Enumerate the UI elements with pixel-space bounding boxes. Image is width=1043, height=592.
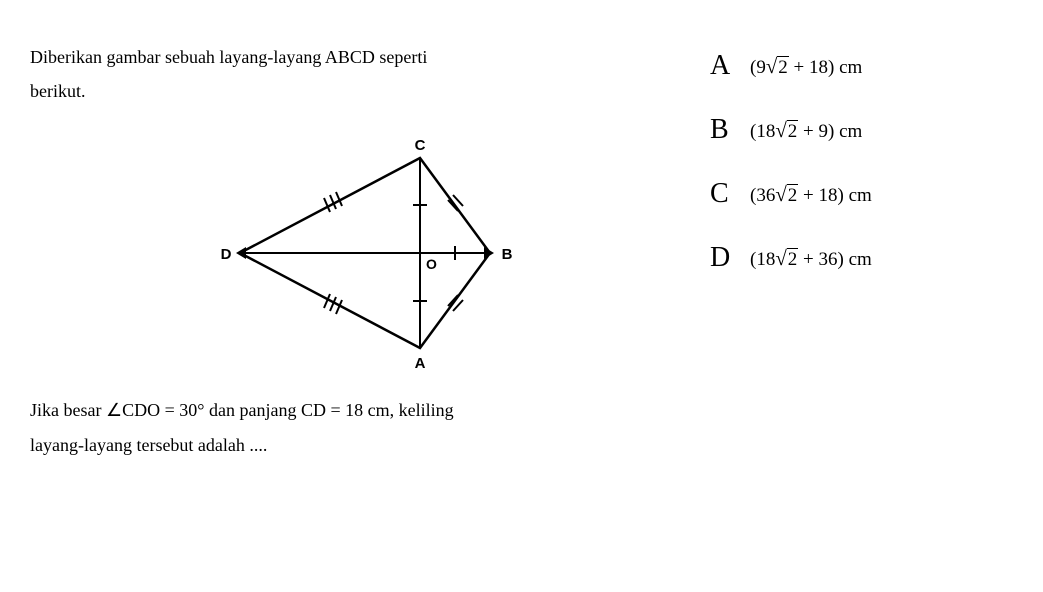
label-c: C [415,137,426,154]
option-c-unit: cm [849,185,872,206]
option-value-c: (36√2 + 18) cm [750,182,872,207]
option-d-coeff: 18 [756,249,775,270]
option-c[interactable]: C (36√2 + 18) cm [710,178,1010,210]
vertex-b-arrow [484,247,494,259]
option-d[interactable]: D (18√2 + 36) cm [710,242,1010,274]
question-line1: Diberikan gambar sebuah layang-layang AB… [30,47,427,67]
option-c-radicand: 2 [787,184,799,206]
option-letter-d: D [710,242,750,274]
kite-diagram: C A D B O [200,123,540,383]
option-letter-c: C [710,178,750,210]
option-d-addend: 36 [819,249,838,270]
footer-pre: Jika besar [30,400,106,420]
option-a-unit: cm [839,57,862,78]
tick-da [324,294,342,314]
option-letter-a: A [710,50,750,82]
options-column: A (9√2 + 18) cm B (18√2 + 9) cm C (36√2 … [710,40,1010,552]
option-c-addend: 18 [819,185,838,206]
option-c-coeff: 36 [756,185,775,206]
question-column: Diberikan gambar sebuah layang-layang AB… [30,40,710,552]
footer-angle: ∠CDO = 30° [106,400,205,420]
option-a[interactable]: A (9√2 + 18) cm [710,50,1010,82]
option-b-addend: 9 [819,121,829,142]
label-d: D [221,246,232,263]
option-value-a: (9√2 + 18) cm [750,54,862,79]
tick-dc [324,192,342,212]
option-b-radicand: 2 [787,120,799,142]
option-a-addend: 18 [809,57,828,78]
label-b: B [502,246,513,263]
option-a-radicand: 2 [777,56,789,78]
question-text: Diberikan gambar sebuah layang-layang AB… [30,40,710,108]
option-d-unit: cm [849,249,872,270]
footer-end: layang-layang tersebut adalah .... [30,435,267,455]
option-value-d: (18√2 + 36) cm [750,246,872,271]
footer-mid: dan panjang CD = 18 cm, keliling [204,400,453,420]
option-b[interactable]: B (18√2 + 9) cm [710,114,1010,146]
question-footer: Jika besar ∠CDO = 30° dan panjang CD = 1… [30,393,710,461]
option-letter-b: B [710,114,750,146]
option-b-unit: cm [839,121,862,142]
option-a-coeff: 9 [756,57,766,78]
option-value-b: (18√2 + 9) cm [750,118,862,143]
label-a: A [415,355,426,372]
label-o: O [426,256,437,272]
vertex-d-arrow [236,247,246,259]
main-container: Diberikan gambar sebuah layang-layang AB… [30,40,1013,552]
diagram-container: C A D B O [30,123,710,383]
question-line2: berikut. [30,81,86,101]
option-b-coeff: 18 [756,121,775,142]
option-d-radicand: 2 [787,248,799,270]
